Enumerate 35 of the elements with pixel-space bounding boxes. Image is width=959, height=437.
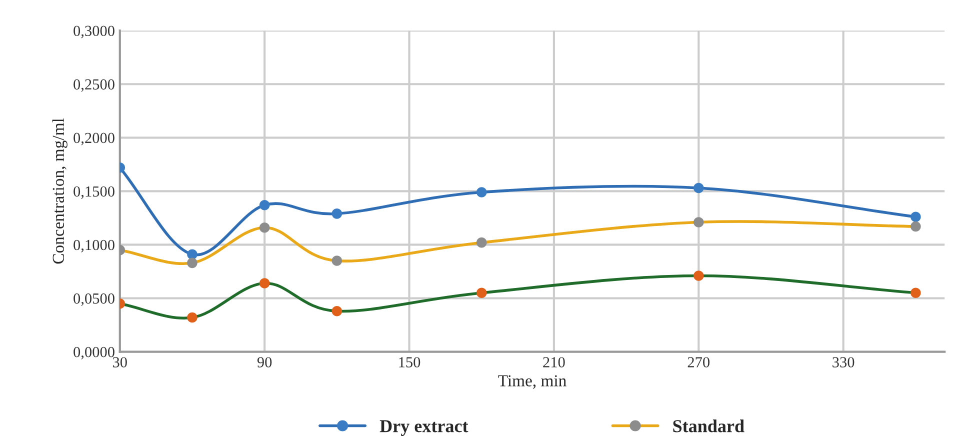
point: [693, 270, 704, 281]
x-tick-label: 330: [832, 357, 854, 368]
point: [332, 208, 342, 219]
point: [910, 288, 921, 298]
point: [910, 221, 921, 232]
x-tick-label: 270: [688, 357, 710, 368]
point: [332, 256, 342, 266]
point: [187, 249, 198, 260]
x-axis-title: Time, min: [498, 375, 566, 389]
x-tick-label: 30: [112, 357, 127, 368]
y-tick-label: 0,2500: [74, 79, 114, 92]
point: [476, 237, 487, 248]
y-tick-label: 0,2000: [74, 132, 114, 146]
point: [259, 222, 270, 233]
y-tick-label: 0,1000: [74, 240, 114, 252]
legend-label: Standard: [673, 420, 744, 432]
y-tick-label: 0,0500: [74, 293, 114, 306]
x-tick-label: 210: [543, 357, 565, 368]
point: [259, 200, 270, 210]
x-tick-label: 150: [399, 357, 420, 368]
point: [187, 312, 198, 323]
point: [332, 306, 342, 316]
point: [476, 187, 487, 198]
point: [259, 278, 270, 288]
y-tick-label: 0,3000: [74, 26, 114, 38]
point: [187, 258, 198, 268]
legend-label: Dry extract: [380, 420, 468, 436]
point: [476, 288, 487, 298]
y-axis-title: Concentration, mg/ml: [52, 118, 68, 264]
point: [693, 182, 704, 194]
x-tick-label: 90: [257, 357, 272, 368]
point: [910, 212, 921, 222]
point: [693, 217, 704, 228]
y-tick-label: 0,1500: [74, 186, 114, 199]
y-tick-label: 0,0000: [74, 346, 114, 360]
